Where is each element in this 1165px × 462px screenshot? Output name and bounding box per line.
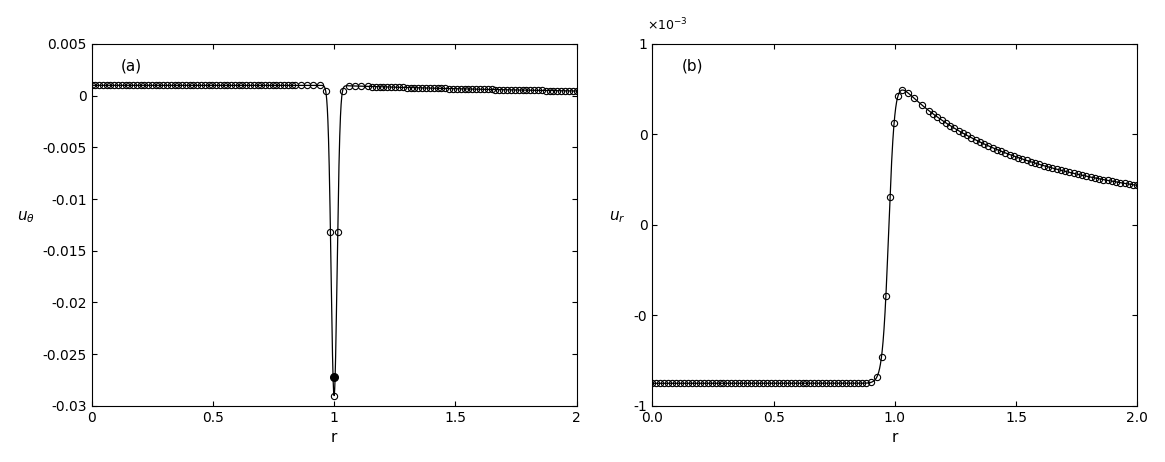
Text: $\times 10^{-3}$: $\times 10^{-3}$ bbox=[648, 17, 689, 33]
Y-axis label: $u_r$: $u_r$ bbox=[609, 209, 626, 225]
Text: (b): (b) bbox=[682, 58, 702, 73]
X-axis label: r: r bbox=[331, 430, 338, 445]
Text: (a): (a) bbox=[121, 58, 142, 73]
Y-axis label: $u_\theta$: $u_\theta$ bbox=[16, 209, 35, 225]
X-axis label: r: r bbox=[891, 430, 898, 445]
